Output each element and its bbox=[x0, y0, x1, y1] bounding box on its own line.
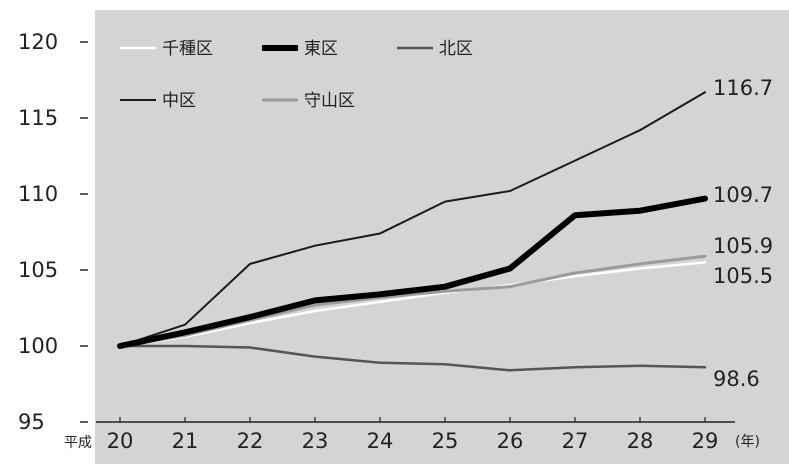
y-tick-label-100: 100 bbox=[18, 334, 58, 358]
legend-label-3: 中区 bbox=[162, 91, 196, 111]
end-value-label-2: 98.6 bbox=[713, 367, 760, 391]
series-line-4 bbox=[118, 254, 707, 348]
y-tick-label-95: 95 bbox=[18, 410, 45, 434]
y-tick-label-110: 110 bbox=[18, 182, 58, 206]
axes: 95 100 105 110 115 120 20 21 22 23 24 25 26 27 28 29 平成 (… bbox=[18, 30, 760, 453]
x-tick-label-23: 23 bbox=[302, 429, 329, 453]
series-lines bbox=[117, 91, 708, 372]
end-labels: 105.5 109.7 98.6 116.7 105.9 bbox=[713, 76, 773, 391]
series-line-1 bbox=[117, 195, 708, 349]
plot-background bbox=[95, 10, 789, 464]
series-line-0 bbox=[118, 261, 707, 348]
x-tick-label-27: 27 bbox=[562, 429, 589, 453]
y-tick-label-120: 120 bbox=[18, 30, 58, 54]
end-value-label-0: 105.5 bbox=[713, 264, 773, 288]
x-tick-label-21: 21 bbox=[172, 429, 199, 453]
x-axis-unit: (年) bbox=[735, 434, 760, 450]
legend-label-2: 北区 bbox=[439, 39, 473, 59]
series-line-3 bbox=[119, 91, 706, 347]
x-tick-label-20: 20 bbox=[107, 429, 134, 453]
x-tick-label-29: 29 bbox=[692, 429, 719, 453]
series-line-2 bbox=[118, 344, 707, 372]
y-tick-label-115: 115 bbox=[18, 106, 58, 130]
x-axis-prefix: 平成 bbox=[64, 435, 92, 451]
legend-label-1: 東区 bbox=[304, 39, 338, 59]
x-tick-label-28: 28 bbox=[627, 429, 654, 453]
x-tick-label-24: 24 bbox=[367, 429, 394, 453]
end-value-label-1: 109.7 bbox=[713, 183, 773, 207]
y-tick-label-105: 105 bbox=[18, 258, 58, 282]
x-tick-label-25: 25 bbox=[432, 429, 459, 453]
x-tick-label-22: 22 bbox=[237, 429, 264, 453]
end-value-label-4: 105.9 bbox=[713, 234, 773, 258]
end-value-label-3: 116.7 bbox=[713, 76, 773, 100]
legend-label-0: 千種区 bbox=[162, 39, 213, 59]
legend-label-4: 守山区 bbox=[304, 91, 355, 111]
x-tick-label-26: 26 bbox=[497, 429, 524, 453]
